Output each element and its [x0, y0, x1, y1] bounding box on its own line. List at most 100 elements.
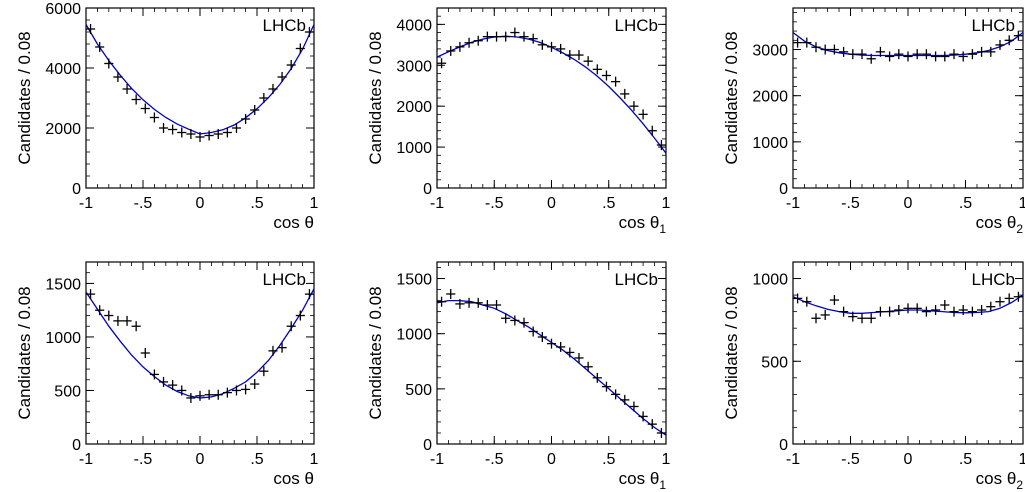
- data-point: [811, 313, 821, 324]
- data-point: [574, 352, 584, 363]
- data-point: [601, 381, 612, 392]
- data-point: [231, 385, 242, 396]
- data-point: [195, 132, 205, 142]
- data-point: [829, 44, 839, 55]
- lhcb-tag-label: LHCb: [615, 270, 658, 289]
- y-tick-label: 0: [779, 181, 788, 198]
- y-tick-label: 2000: [45, 121, 81, 138]
- y-tick-label: 500: [761, 354, 788, 371]
- data-point: [241, 114, 251, 124]
- data-point: [177, 385, 187, 396]
- data-point: [186, 129, 196, 139]
- data-point: [839, 306, 849, 317]
- data-point: [464, 37, 474, 48]
- data-point: [894, 49, 904, 60]
- data-point: [104, 310, 114, 321]
- x-axis-label: cos θ2: [976, 213, 1024, 236]
- data-point: [620, 394, 630, 405]
- data-point: [903, 303, 913, 314]
- data-point: [268, 84, 278, 94]
- y-tick-label: 1000: [396, 140, 432, 157]
- data-point: [885, 51, 895, 62]
- data-point: [95, 305, 105, 316]
- fit-curve: [436, 299, 667, 436]
- data-point: [473, 35, 483, 46]
- data-point: [656, 427, 666, 438]
- data-point: [455, 298, 465, 309]
- x-axis-label: cos θ: [273, 469, 314, 488]
- data-point: [949, 306, 959, 317]
- data-point: [820, 44, 830, 55]
- data-point: [620, 88, 630, 99]
- data-point: [528, 33, 538, 44]
- data-point: [464, 297, 474, 308]
- data-point: [839, 46, 849, 57]
- data-point: [583, 361, 593, 372]
- data-point: [793, 293, 803, 304]
- y-axis-label: Candidates / 0.08: [15, 31, 34, 164]
- data-point: [921, 49, 931, 60]
- data-point: [556, 43, 566, 54]
- data-point: [565, 50, 575, 61]
- data-point: [583, 56, 593, 67]
- fit-curve: [85, 24, 315, 135]
- data-point: [204, 130, 214, 141]
- data-point: [848, 49, 858, 60]
- data-point: [793, 37, 803, 48]
- data-point: [912, 49, 922, 60]
- data-point: [241, 384, 251, 395]
- data-point: [222, 127, 232, 138]
- data-point: [611, 76, 621, 87]
- x-tick-label: .5: [959, 451, 972, 468]
- x-tick-label: -.5: [841, 451, 860, 468]
- data-point: [528, 326, 538, 337]
- x-tick-label: 1: [662, 195, 671, 212]
- x-tick-label: 0: [904, 195, 913, 212]
- lhcb-tag-label: LHCb: [972, 16, 1015, 35]
- data-point: [131, 321, 141, 332]
- data-point: [565, 347, 575, 358]
- x-tick-label: 1: [310, 451, 319, 468]
- data-point: [259, 366, 269, 377]
- chart-panel: -1 -.5 0 .5 1 0 500 1000 Candidates / 0.08 cos θ2…: [722, 261, 1025, 492]
- data-point: [931, 51, 941, 62]
- y-tick-label: 2000: [396, 99, 432, 116]
- data-point: [647, 125, 657, 136]
- x-tick-label: 0: [904, 451, 913, 468]
- x-tick-label: -.5: [841, 195, 860, 212]
- x-tick-label: .5: [959, 195, 972, 212]
- data-point: [446, 45, 456, 56]
- x-axis-label: cos θ2: [976, 469, 1024, 492]
- data-point: [491, 300, 502, 311]
- data-point: [131, 94, 141, 105]
- fit-curve: [85, 288, 315, 399]
- data-point: [611, 389, 621, 400]
- x-tick-label: 0: [547, 451, 556, 468]
- data-point: [995, 296, 1005, 307]
- data-point: [546, 41, 557, 52]
- data-point: [866, 313, 876, 324]
- data-point: [866, 53, 876, 64]
- data-point: [186, 392, 196, 403]
- data-point: [437, 296, 447, 307]
- data-point: [286, 60, 296, 70]
- data-point: [977, 46, 987, 57]
- chart-panel: -1 -.5 0 .5 1 0 500 1000 1500 Candidates / 0.08 co…: [15, 261, 319, 488]
- y-tick-label: 0: [779, 437, 788, 454]
- data-point: [940, 300, 950, 311]
- x-tick-label: -.5: [485, 451, 504, 468]
- data-point: [149, 112, 159, 123]
- x-tick-label: 0: [196, 451, 205, 468]
- data-point: [213, 129, 223, 139]
- chart-panel: -1 -.5 0 .5 1 0 1000 2000 3000 Candidates / 0.08 c…: [722, 7, 1025, 236]
- x-tick-label: 0: [547, 195, 556, 212]
- data-point: [86, 289, 96, 300]
- data-point: [213, 389, 223, 400]
- data-point: [482, 31, 492, 42]
- data-point: [122, 315, 132, 326]
- x-tick-label: -1: [79, 195, 93, 212]
- y-tick-label: 3000: [752, 43, 788, 60]
- y-axis-label: Candidates / 0.08: [366, 31, 385, 164]
- data-point: [921, 306, 931, 317]
- data-point: [231, 123, 242, 133]
